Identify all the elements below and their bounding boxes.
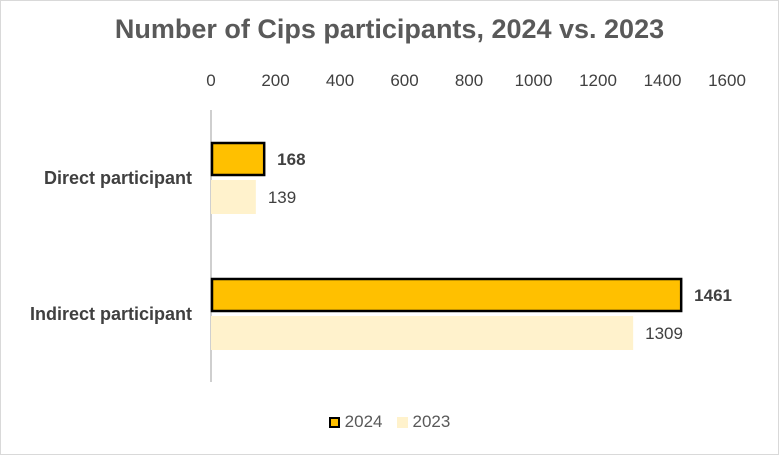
data-label: 168 bbox=[277, 150, 305, 169]
bars bbox=[210, 141, 683, 350]
category-label: Direct participant bbox=[44, 168, 192, 188]
x-tick-label: 200 bbox=[261, 71, 289, 90]
data-label: 139 bbox=[268, 188, 296, 207]
chart-title: Number of Cips participants, 2024 vs. 20… bbox=[114, 14, 665, 44]
x-tick-label: 800 bbox=[455, 71, 483, 90]
x-tick-label: 1600 bbox=[708, 71, 746, 90]
legend-swatch bbox=[396, 416, 408, 428]
bar-2024-1 bbox=[210, 277, 683, 313]
x-tick-label: 600 bbox=[390, 71, 418, 90]
legend-label: 2023 bbox=[412, 412, 451, 431]
data-labels: 168 139 1461 1309 bbox=[268, 150, 732, 343]
category-labels: Direct participant Indirect participant bbox=[30, 168, 192, 324]
bar-2023-0 bbox=[211, 180, 256, 214]
data-label: 1461 bbox=[694, 286, 732, 305]
x-tick-label: 0 bbox=[206, 71, 215, 90]
x-axis-ticks: 0 200 400 600 800 1000 1200 1400 1600 bbox=[206, 71, 746, 90]
x-tick-label: 1200 bbox=[579, 71, 617, 90]
bar-2024-0 bbox=[210, 141, 266, 177]
legend-item-2024: 2024 bbox=[328, 412, 383, 432]
data-label: 1309 bbox=[645, 324, 683, 343]
bar-2023-1 bbox=[211, 316, 634, 350]
legend-swatch bbox=[328, 416, 340, 428]
x-tick-label: 400 bbox=[326, 71, 354, 90]
legend-item-2023: 2023 bbox=[396, 412, 451, 432]
legend: 2024 2023 bbox=[0, 412, 779, 432]
x-tick-label: 1000 bbox=[515, 71, 553, 90]
category-label: Indirect participant bbox=[30, 304, 192, 324]
legend-label: 2024 bbox=[344, 412, 383, 431]
x-tick-label: 1400 bbox=[644, 71, 682, 90]
